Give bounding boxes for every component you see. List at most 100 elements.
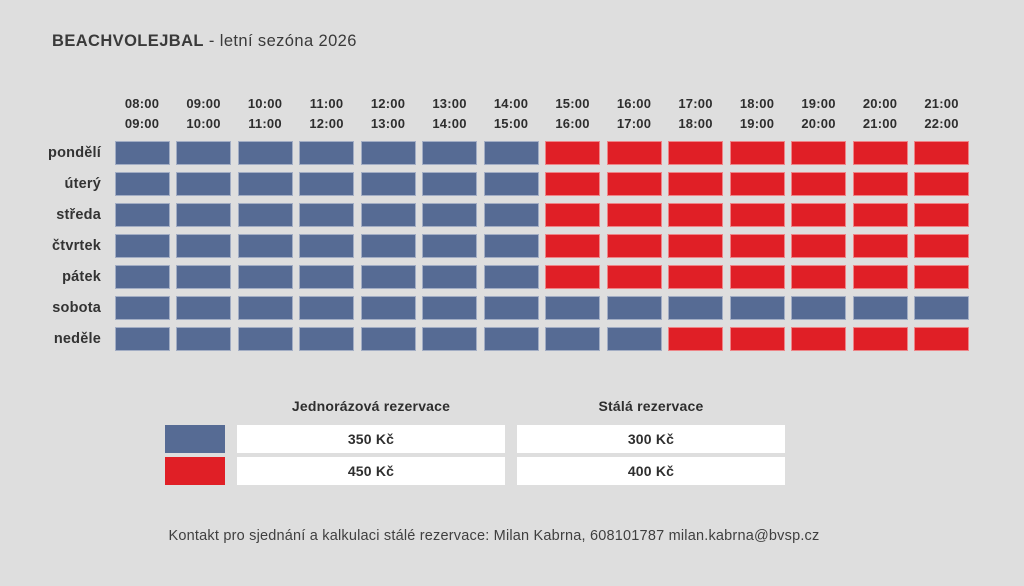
- schedule-cell-blue: [237, 141, 293, 165]
- grid-corner: [0, 94, 108, 134]
- time-slot-header: 14:00 15:00: [493, 96, 529, 131]
- schedule-cell-red: [606, 203, 662, 227]
- day-label: sobota: [52, 300, 101, 316]
- legend-header-single-reservation: Jednorázová rezervace: [291, 398, 451, 414]
- schedule-cell-blue: [114, 265, 170, 289]
- schedule-cell-blue: [360, 327, 416, 351]
- schedule-cell-red: [914, 327, 969, 351]
- schedule-cell-blue: [299, 234, 354, 258]
- schedule-cell-red: [545, 203, 600, 227]
- schedule-cell-blue: [606, 296, 662, 320]
- schedule-cell-blue: [483, 203, 539, 227]
- schedule-cell-red: [852, 203, 908, 227]
- schedule-cell-red: [852, 172, 908, 196]
- schedule-cell-blue: [237, 203, 293, 227]
- schedule-cell-blue: [114, 172, 170, 196]
- schedule-cell-blue: [483, 141, 539, 165]
- schedule-cell-blue: [237, 327, 293, 351]
- schedule-cell-red: [668, 234, 723, 258]
- schedule-cell-blue: [668, 296, 723, 320]
- schedule-cell-red: [729, 172, 785, 196]
- schedule-cell-red: [914, 203, 969, 227]
- schedule-cell-red: [729, 234, 785, 258]
- schedule-cell-blue: [483, 265, 539, 289]
- schedule-cell-red: [852, 265, 908, 289]
- schedule-cell-red: [914, 172, 969, 196]
- schedule-cell-red: [729, 141, 785, 165]
- schedule-cell-blue: [114, 296, 170, 320]
- schedule-cell-red: [852, 234, 908, 258]
- schedule-cell-red: [729, 265, 785, 289]
- blue-rate-swatch: [165, 425, 225, 453]
- schedule-cell-red: [545, 234, 600, 258]
- schedule-cell-red: [668, 265, 723, 289]
- schedule-cell-red: [545, 172, 600, 196]
- day-label: čtvrtek: [52, 238, 101, 254]
- schedule-cell-blue: [176, 265, 231, 289]
- schedule-cell-blue: [422, 265, 477, 289]
- schedule-cell-blue: [299, 172, 354, 196]
- schedule-cell-blue: [483, 296, 539, 320]
- price-legend: Jednorázová rezervace Stálá rezervace 35…: [0, 398, 1024, 490]
- schedule-cell-blue: [360, 296, 416, 320]
- schedule-cell-blue: [422, 141, 477, 165]
- schedule-cell-red: [668, 172, 723, 196]
- schedule-cell-red: [606, 172, 662, 196]
- schedule-cell-blue: [422, 296, 477, 320]
- schedule-cell-red: [791, 234, 846, 258]
- schedule-cell-blue: [114, 203, 170, 227]
- schedule-cell-blue: [299, 327, 354, 351]
- schedule-cell-blue: [483, 327, 539, 351]
- legend-header-permanent-reservation: Stálá rezervace: [598, 398, 704, 414]
- schedule-cell-blue: [299, 296, 354, 320]
- time-slot-header: 10:00 11:00: [247, 96, 283, 131]
- schedule-cell-red: [668, 203, 723, 227]
- schedule-grid: 08:00 09:00 09:00 10:00 10:00 11:00 11:00 12:00…: [0, 94, 969, 351]
- time-slot-header: 19:00 20:00: [801, 96, 836, 131]
- time-slot-header: 13:00 14:00: [432, 96, 467, 131]
- day-label: neděle: [53, 331, 101, 347]
- schedule-cell-blue: [360, 203, 416, 227]
- contact-line: Kontakt pro sjednání a kalkulaci stálé r…: [168, 528, 820, 544]
- schedule-cell-red: [791, 327, 846, 351]
- schedule-cell-blue: [237, 234, 293, 258]
- schedule-cell-red: [791, 203, 846, 227]
- price-box-red-single: 450 Kč: [237, 457, 505, 485]
- day-label: pondělí: [48, 145, 101, 161]
- day-label: pátek: [62, 269, 101, 285]
- schedule-cell-blue: [237, 172, 293, 196]
- schedule-cell-blue: [237, 296, 293, 320]
- schedule-cell-blue: [360, 141, 416, 165]
- title-suffix: - letní sezóna 2026: [203, 32, 357, 50]
- schedule-cell-blue: [914, 296, 969, 320]
- red-rate-swatch: [165, 457, 225, 485]
- schedule-cell-blue: [483, 234, 539, 258]
- schedule-cell-red: [914, 234, 969, 258]
- schedule-cell-blue: [299, 141, 354, 165]
- time-slot-header: 12:00 13:00: [370, 96, 406, 131]
- page-title: BEACHVOLEJBAL - letní sezóna 2026: [52, 32, 357, 51]
- schedule-cell-red: [606, 234, 662, 258]
- price-box-red-permanent: 400 Kč: [517, 457, 785, 485]
- schedule-cell-blue: [114, 234, 170, 258]
- time-slot-header: 16:00 17:00: [616, 96, 652, 131]
- schedule-cell-red: [914, 265, 969, 289]
- schedule-cell-blue: [422, 327, 477, 351]
- schedule-cell-blue: [299, 265, 354, 289]
- schedule-cell-blue: [422, 203, 477, 227]
- schedule-cell-red: [791, 172, 846, 196]
- schedule-cell-blue: [176, 141, 231, 165]
- schedule-cell-red: [852, 327, 908, 351]
- schedule-cell-blue: [360, 234, 416, 258]
- schedule-cell-red: [545, 141, 600, 165]
- schedule-cell-blue: [545, 327, 600, 351]
- schedule-cell-blue: [114, 327, 170, 351]
- schedule-cell-red: [606, 141, 662, 165]
- price-box-blue-single: 350 Kč: [237, 425, 505, 453]
- schedule-cell-red: [791, 265, 846, 289]
- schedule-cell-blue: [422, 234, 477, 258]
- schedule-cell-red: [545, 265, 600, 289]
- schedule-cell-red: [668, 141, 723, 165]
- schedule-cell-blue: [422, 172, 477, 196]
